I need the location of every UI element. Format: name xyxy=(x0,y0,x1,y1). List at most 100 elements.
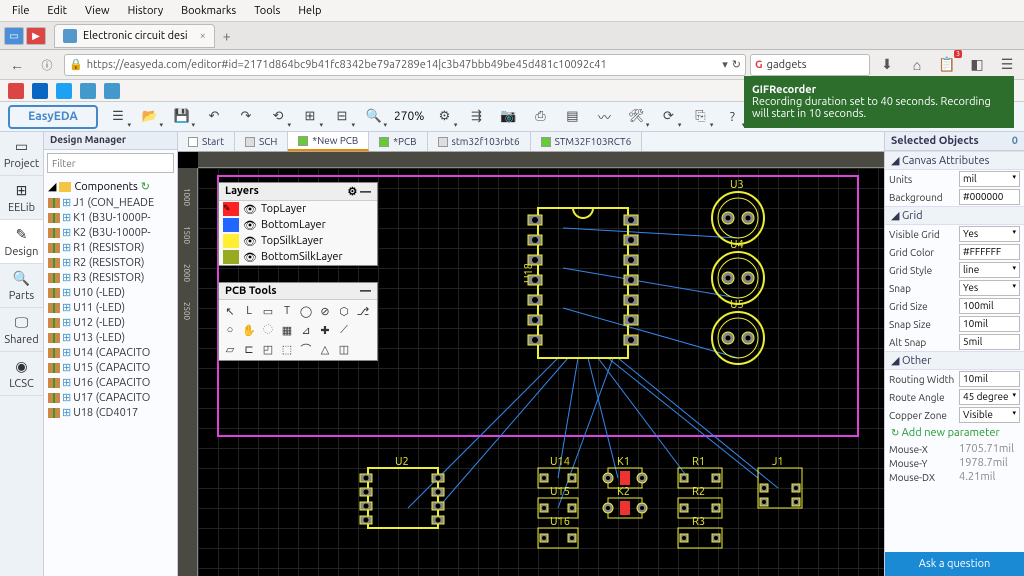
logo[interactable]: EasyEDA xyxy=(8,105,98,129)
save-button[interactable]: 💾 xyxy=(170,105,194,129)
tree-item[interactable]: ⊞K2 (B3U-1000P- xyxy=(46,225,175,240)
tree-root[interactable]: ◢ Components ↻ xyxy=(46,178,175,195)
pcb-tool[interactable]: ✋ xyxy=(240,321,258,339)
section-header[interactable]: ◢ Other xyxy=(885,351,1024,370)
pcb-tool[interactable]: ▭ xyxy=(259,302,277,320)
file-tab[interactable]: *New PCB xyxy=(288,132,369,151)
open-button[interactable]: 📂 xyxy=(138,105,162,129)
dropdown-icon[interactable]: ▾ xyxy=(722,58,728,71)
pcb-tool[interactable]: ◰ xyxy=(259,340,277,358)
pcb-tool[interactable]: ◫ xyxy=(335,340,353,358)
pcb-tool[interactable]: ↖ xyxy=(221,302,239,320)
layers-panel[interactable]: Layers⚙ — ✎👁TopLayer👁BottomLayer👁TopSilk… xyxy=(218,182,378,266)
menu-bookmarks[interactable]: Bookmarks xyxy=(173,3,244,19)
pcb-canvas[interactable]: 1000150020002500 U18U3U4U5U2U14U15U16K1K… xyxy=(178,152,884,576)
url-field[interactable]: 🔒 https://easyeda.com/editor#id=2171d864… xyxy=(64,54,746,76)
pcb-tool[interactable]: △ xyxy=(316,340,334,358)
downloads-icon[interactable]: ⬇ xyxy=(874,52,900,78)
pcb-tool[interactable]: ⟋ xyxy=(335,321,353,339)
menu-help[interactable]: Help xyxy=(290,3,329,19)
bookmark-icon[interactable] xyxy=(32,83,48,99)
pcb-tool[interactable]: ◯ xyxy=(297,302,315,320)
pcb-tool[interactable]: ⊿ xyxy=(297,321,315,339)
tab-icon[interactable]: ▭ xyxy=(4,27,24,45)
file-tab[interactable]: SCH xyxy=(235,132,288,151)
reload-icon[interactable]: ↻ xyxy=(732,58,741,71)
tree-item[interactable]: ⊞U10 (-LED) xyxy=(46,285,175,300)
tree-item[interactable]: ⊞U18 (CD4017 xyxy=(46,405,175,420)
sidetab-eelib[interactable]: ⊞EELib xyxy=(0,176,43,220)
minimize-icon[interactable]: — xyxy=(360,186,371,198)
pcb-tool[interactable]: ⊏ xyxy=(240,340,258,358)
bookmark-icon[interactable] xyxy=(8,83,24,99)
sidetab-shared[interactable]: 🖵Shared xyxy=(0,308,43,352)
pcb-tools-panel[interactable]: PCB Tools— ↖L▭T◯⊘⬡⎇○✋◌▦⊿✚⟋▱⊏◰⬚⌒△◫ xyxy=(218,282,378,361)
file-tab[interactable]: Start xyxy=(178,132,235,151)
tree-item[interactable]: ⊞U12 (-LED) xyxy=(46,315,175,330)
tree-item[interactable]: ⊞U11 (-LED) xyxy=(46,300,175,315)
menu-button[interactable]: ☰ xyxy=(106,105,130,129)
tree-item[interactable]: ⊞U17 (CAPACITO xyxy=(46,390,175,405)
camera-button[interactable]: 📷 xyxy=(496,105,520,129)
section-header[interactable]: ◢ Canvas Attributes xyxy=(885,151,1024,170)
filter-input[interactable] xyxy=(47,153,174,173)
info-button[interactable]: ⓘ xyxy=(34,52,60,78)
pcb-tool[interactable]: ▱ xyxy=(221,340,239,358)
sidetab-project[interactable]: ▭Project xyxy=(0,132,43,176)
pcb-tool[interactable]: ⌒ xyxy=(297,340,315,358)
file-tab[interactable]: stm32f103rbt6 xyxy=(428,132,531,151)
sidetab-parts[interactable]: 🔍Parts xyxy=(0,264,43,308)
layer-row[interactable]: 👁BottomLayer xyxy=(219,217,377,233)
pcb-tool[interactable]: ⬡ xyxy=(335,302,353,320)
menu-edit[interactable]: Edit xyxy=(39,3,75,19)
section-header[interactable]: ◢ Grid xyxy=(885,206,1024,225)
sidetab-design[interactable]: ✎Design xyxy=(0,220,43,264)
notification-toast[interactable]: GIFRecorder Recording duration set to 40… xyxy=(744,76,1014,128)
menu-tools[interactable]: Tools xyxy=(246,3,288,19)
pcb-tool[interactable] xyxy=(354,340,372,358)
pcb-tool[interactable] xyxy=(354,321,372,339)
tab-icon[interactable]: ▶ xyxy=(26,27,46,45)
new-tab-button[interactable]: + xyxy=(223,28,231,44)
help-button[interactable]: ? xyxy=(720,105,744,129)
layer-row[interactable]: 👁BottomSilkLayer xyxy=(219,249,377,265)
search-field[interactable]: G gadgets xyxy=(750,54,870,76)
file-tab[interactable]: STM32F103RCT6 xyxy=(531,132,643,151)
tree-item[interactable]: ⊞R2 (RESISTOR) xyxy=(46,255,175,270)
tree-item[interactable]: ⊞J1 (CON_HEADE xyxy=(46,195,175,210)
layer-row[interactable]: ✎👁TopLayer xyxy=(219,201,377,217)
share-button[interactable]: ⇶ xyxy=(464,105,488,129)
tree-item[interactable]: ⊞R1 (RESISTOR) xyxy=(46,240,175,255)
zoom-button[interactable]: 🔍 xyxy=(362,105,386,129)
add-parameter-link[interactable]: ↻ Add new parameter xyxy=(885,424,1024,442)
pcb-tool[interactable]: ◌ xyxy=(259,321,277,339)
align-button[interactable]: ⊞ xyxy=(298,105,322,129)
pcb-tool[interactable]: ⊘ xyxy=(316,302,334,320)
fabricate-button[interactable]: ⎘ xyxy=(688,105,712,129)
home-icon[interactable]: ⌂ xyxy=(904,52,930,78)
bom-button[interactable]: ▤ xyxy=(560,105,584,129)
undo-button[interactable]: ↶ xyxy=(202,105,226,129)
browser-tab[interactable]: Electronic circuit desi × xyxy=(54,24,215,48)
close-icon[interactable]: × xyxy=(200,30,206,42)
gear-icon[interactable]: ⚙ xyxy=(348,186,358,198)
tools-button[interactable]: 🛠 xyxy=(624,105,648,129)
pcb-tool[interactable]: ○ xyxy=(221,321,239,339)
settings-button[interactable]: ⚙ xyxy=(432,105,456,129)
ext-icon[interactable]: ◧ xyxy=(964,52,990,78)
tree-item[interactable]: ⊞U15 (CAPACITO xyxy=(46,360,175,375)
redo-button[interactable]: ↷ xyxy=(234,105,258,129)
bookmark-icon[interactable] xyxy=(80,83,96,99)
pcb-tool[interactable]: L xyxy=(240,302,258,320)
rotate-button[interactable]: ⟲ xyxy=(266,105,290,129)
ext-icon[interactable]: 📋3 xyxy=(934,52,960,78)
sidetab-lcsc[interactable]: ◉LCSC xyxy=(0,352,43,396)
tree-item[interactable]: ⊞U14 (CAPACITO xyxy=(46,345,175,360)
menu-history[interactable]: History xyxy=(120,3,172,19)
pcb-tool[interactable]: ✚ xyxy=(316,321,334,339)
ask-question-button[interactable]: Ask a question xyxy=(885,552,1024,576)
back-button[interactable]: ← xyxy=(4,52,30,78)
tree-item[interactable]: ⊞U13 (-LED) xyxy=(46,330,175,345)
bookmark-icon[interactable] xyxy=(104,83,120,99)
tree-item[interactable]: ⊞U16 (CAPACITO xyxy=(46,375,175,390)
